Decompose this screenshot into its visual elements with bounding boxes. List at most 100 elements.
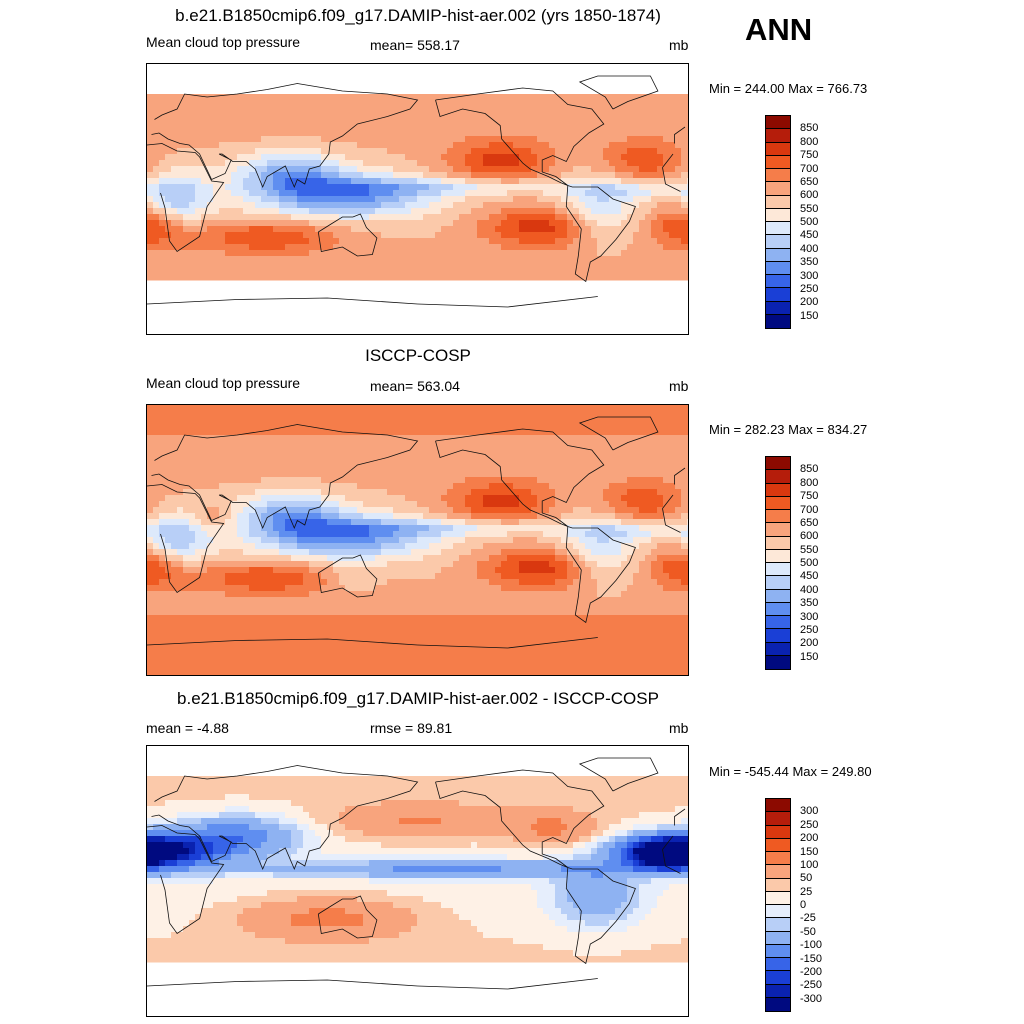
field-cell <box>687 477 688 484</box>
field-cell <box>495 232 502 239</box>
field-cell <box>531 471 538 478</box>
field-cell <box>297 513 304 520</box>
field-cell <box>657 268 664 275</box>
field-cell <box>183 507 190 514</box>
field-cell <box>537 166 544 173</box>
field-cell <box>549 136 556 143</box>
field-cell <box>411 94 418 101</box>
field-cell <box>225 166 232 173</box>
field-cell <box>621 130 628 137</box>
field-cell <box>663 124 670 131</box>
field-cell <box>309 118 316 125</box>
field-cell <box>357 262 364 269</box>
field-cell <box>573 537 580 544</box>
field-cell <box>435 519 442 526</box>
field-cell <box>417 124 424 131</box>
field-cell <box>297 154 304 161</box>
field-cell <box>657 537 664 544</box>
field-cell <box>339 507 346 514</box>
field-cell <box>225 262 232 269</box>
field-cell <box>363 417 370 424</box>
field-cell <box>267 537 274 544</box>
field-cell <box>339 519 346 526</box>
field-cell <box>453 160 460 167</box>
field-cell <box>315 250 322 257</box>
field-cell <box>357 94 364 101</box>
field-cell <box>471 405 478 412</box>
field-cell <box>189 268 196 275</box>
field-cell <box>447 417 454 424</box>
field-cell <box>519 106 526 113</box>
field-cell <box>471 196 478 203</box>
field-cell <box>639 465 646 472</box>
field-cell <box>669 489 676 496</box>
field-cell <box>543 250 550 257</box>
field-cell <box>231 519 238 526</box>
field-cell <box>225 160 232 167</box>
field-cell <box>399 160 406 167</box>
field-cell <box>657 232 664 239</box>
field-cell <box>213 214 220 221</box>
field-cell <box>531 507 538 514</box>
field-cell <box>243 459 250 466</box>
field-cell <box>357 124 364 131</box>
field-cell <box>237 244 244 251</box>
field-cell <box>423 214 430 221</box>
field-cell <box>195 190 202 197</box>
field-cell <box>369 130 376 137</box>
field-cell <box>207 100 214 107</box>
field-cell <box>633 214 640 221</box>
field-cell <box>609 208 616 215</box>
field-cell <box>255 118 262 125</box>
field-cell <box>303 166 310 173</box>
field-cell <box>615 238 622 245</box>
field-cell <box>495 244 502 251</box>
field-cell <box>279 447 286 454</box>
field-cell <box>279 106 286 113</box>
field-cell <box>663 441 670 448</box>
field-cell <box>387 226 394 233</box>
field-cell <box>309 124 316 131</box>
field-cell <box>267 525 274 532</box>
field-cell <box>303 190 310 197</box>
field-cell <box>159 166 166 173</box>
field-cell <box>663 184 670 191</box>
field-cell <box>351 525 358 532</box>
field-cell <box>591 453 598 460</box>
field-cell <box>495 513 502 520</box>
field-cell <box>651 238 658 245</box>
field-cell <box>171 256 178 263</box>
field-cell <box>609 435 616 442</box>
field-cell <box>501 447 508 454</box>
field-cell <box>399 184 406 191</box>
field-cell <box>183 184 190 191</box>
field-cell <box>429 154 436 161</box>
field-cell <box>483 232 490 239</box>
field-cell <box>285 166 292 173</box>
field-cell <box>297 196 304 203</box>
field-cell <box>489 417 496 424</box>
field-cell <box>423 160 430 167</box>
field-cell <box>273 166 280 173</box>
field-cell <box>279 100 286 107</box>
field-cell <box>291 417 298 424</box>
field-cell <box>687 136 688 143</box>
field-cell <box>231 411 238 418</box>
field-cell <box>357 154 364 161</box>
field-cell <box>231 447 238 454</box>
field-cell <box>267 238 274 245</box>
field-cell <box>621 435 628 442</box>
field-cell <box>423 136 430 143</box>
field-cell <box>321 501 328 508</box>
field-cell <box>219 100 226 107</box>
field-cell <box>279 184 286 191</box>
field-cell <box>351 172 358 179</box>
field-cell <box>519 148 526 155</box>
field-cell <box>627 268 634 275</box>
field-cell <box>441 130 448 137</box>
field-cell <box>393 112 400 119</box>
field-cell <box>537 130 544 137</box>
field-cell <box>423 106 430 113</box>
field-cell <box>519 244 526 251</box>
field-cell <box>483 250 490 257</box>
